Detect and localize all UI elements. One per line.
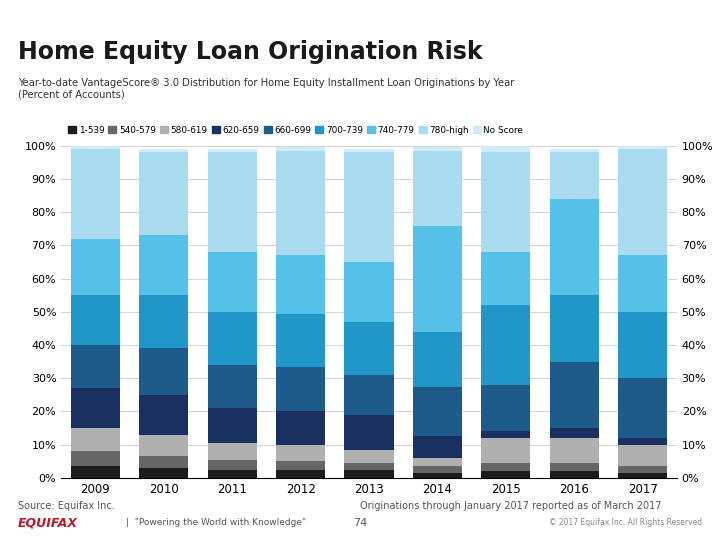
- Bar: [71, 451, 120, 466]
- Bar: [276, 151, 325, 255]
- Bar: [481, 471, 531, 478]
- Bar: [344, 149, 394, 152]
- Text: Originations through January 2017 reported as of March 2017: Originations through January 2017 report…: [360, 501, 662, 511]
- Bar: [618, 146, 667, 149]
- Bar: [618, 438, 667, 445]
- Bar: [276, 461, 325, 470]
- Bar: [413, 473, 462, 478]
- Bar: [549, 438, 599, 463]
- Bar: [207, 312, 257, 365]
- Bar: [549, 295, 599, 362]
- Bar: [549, 149, 599, 152]
- Bar: [413, 387, 462, 436]
- Bar: [481, 252, 531, 305]
- Bar: [344, 152, 394, 262]
- Bar: [71, 295, 120, 345]
- Bar: [71, 388, 120, 428]
- Bar: [71, 345, 120, 388]
- Bar: [549, 463, 599, 471]
- Bar: [618, 445, 667, 466]
- Bar: [481, 438, 531, 463]
- Bar: [207, 443, 257, 460]
- Bar: [139, 295, 189, 348]
- Bar: [139, 435, 189, 456]
- Bar: [344, 470, 394, 478]
- Bar: [549, 428, 599, 438]
- Text: Source: Equifax Inc.: Source: Equifax Inc.: [18, 501, 114, 511]
- Bar: [139, 456, 189, 468]
- Bar: [618, 466, 667, 473]
- Bar: [207, 460, 257, 470]
- Bar: [344, 415, 394, 450]
- Bar: [276, 470, 325, 478]
- Bar: [207, 408, 257, 443]
- Bar: [618, 473, 667, 478]
- Bar: [71, 149, 120, 239]
- Bar: [139, 348, 189, 395]
- Bar: [344, 262, 394, 322]
- Bar: [276, 411, 325, 445]
- Bar: [276, 314, 325, 367]
- Bar: [71, 146, 120, 149]
- Bar: [413, 151, 462, 226]
- Bar: [139, 152, 189, 235]
- Text: Home Equity: Installment Loans: Home Equity: Installment Loans: [23, 16, 234, 29]
- Bar: [413, 436, 462, 458]
- Bar: [139, 149, 189, 152]
- Bar: [344, 322, 394, 375]
- Bar: [481, 152, 531, 252]
- Bar: [71, 428, 120, 451]
- Text: Year-to-date VantageScore® 3.0 Distribution for Home Equity Installment Loan Ori: Year-to-date VantageScore® 3.0 Distribut…: [18, 78, 514, 100]
- Bar: [481, 305, 531, 385]
- Legend: 1-539, 540-579, 580-619, 620-659, 660-699, 700-739, 740-779, 780-high, No Score: 1-539, 540-579, 580-619, 620-659, 660-69…: [64, 122, 527, 138]
- Bar: [276, 367, 325, 411]
- Bar: [481, 431, 531, 438]
- Bar: [618, 378, 667, 438]
- Text: © 2017 Equifax Inc. All Rights Reserved: © 2017 Equifax Inc. All Rights Reserved: [549, 518, 702, 527]
- Bar: [71, 239, 120, 295]
- Bar: [413, 226, 462, 332]
- Text: EQUIFAX: EQUIFAX: [18, 516, 78, 529]
- Bar: [481, 463, 531, 471]
- Bar: [139, 235, 189, 295]
- Bar: [71, 466, 120, 478]
- Bar: [413, 458, 462, 466]
- Bar: [618, 312, 667, 378]
- Bar: [549, 152, 599, 199]
- Bar: [344, 463, 394, 470]
- Bar: [549, 362, 599, 428]
- Bar: [139, 468, 189, 478]
- Bar: [276, 147, 325, 151]
- Bar: [618, 255, 667, 312]
- Bar: [481, 146, 531, 152]
- Text: 74: 74: [353, 518, 367, 528]
- Bar: [207, 470, 257, 478]
- Bar: [481, 385, 531, 431]
- Bar: [139, 395, 189, 435]
- Bar: [413, 147, 462, 151]
- Bar: [344, 450, 394, 463]
- Bar: [549, 471, 599, 478]
- Bar: [207, 365, 257, 408]
- Bar: [207, 152, 257, 252]
- Bar: [413, 466, 462, 473]
- Bar: [344, 375, 394, 415]
- Bar: [618, 149, 667, 255]
- Bar: [413, 332, 462, 387]
- Text: |  "Powering the World with Knowledge": | "Powering the World with Knowledge": [126, 518, 306, 527]
- Bar: [276, 255, 325, 314]
- Bar: [207, 149, 257, 152]
- Bar: [276, 445, 325, 461]
- Bar: [207, 252, 257, 312]
- Text: Home Equity Loan Origination Risk: Home Equity Loan Origination Risk: [18, 40, 482, 64]
- Bar: [549, 199, 599, 295]
